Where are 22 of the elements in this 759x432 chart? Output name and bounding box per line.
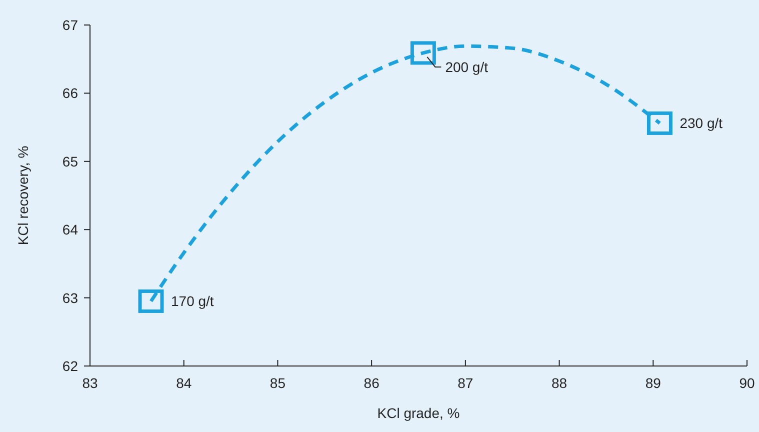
y-tick-label: 65 bbox=[62, 153, 78, 170]
annotation: 200 g/t bbox=[445, 58, 488, 75]
point bbox=[138, 289, 164, 313]
x-tick-label: 86 bbox=[364, 375, 380, 391]
annotation: 230 g/t bbox=[680, 115, 723, 132]
x-tick-label: 84 bbox=[176, 375, 192, 391]
x-tick-label: 83 bbox=[82, 375, 98, 391]
x-tick-label: 85 bbox=[270, 375, 286, 391]
y-tick-label: 67 bbox=[62, 17, 78, 33]
y-tick-label: 63 bbox=[62, 290, 78, 306]
point bbox=[646, 111, 672, 135]
x-tick-label: 87 bbox=[458, 375, 474, 391]
y-axis-title: KCl recovery, % bbox=[15, 146, 31, 246]
annotation: 170 g/t bbox=[171, 293, 214, 310]
x-tick-label: 90 bbox=[739, 375, 755, 391]
x-tick-label: 89 bbox=[645, 375, 662, 391]
y-tick-label: 66 bbox=[62, 85, 78, 102]
x-axis-title: KCl grade, % bbox=[377, 405, 460, 421]
y-tick-label: 64 bbox=[62, 222, 78, 238]
x-tick-label: 88 bbox=[551, 375, 568, 391]
point bbox=[410, 41, 436, 65]
y-tick-label: 62 bbox=[62, 358, 78, 374]
